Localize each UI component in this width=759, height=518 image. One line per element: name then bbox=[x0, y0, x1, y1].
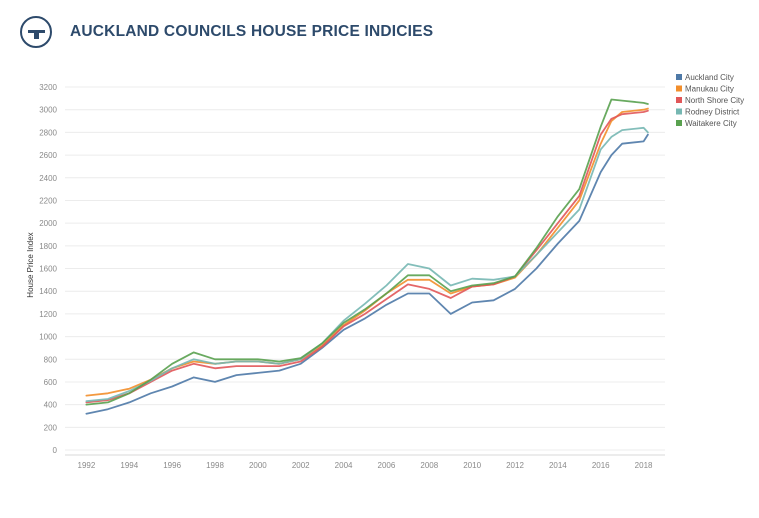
y-tick-label: 2200 bbox=[39, 196, 57, 205]
y-tick-label: 1600 bbox=[39, 265, 57, 274]
x-tick-label: 1994 bbox=[120, 461, 138, 470]
legend-label: Waitakere City bbox=[685, 119, 737, 128]
y-tick-label: 1400 bbox=[39, 287, 57, 296]
y-tick-label: 1200 bbox=[39, 310, 57, 319]
y-tick-label: 3000 bbox=[39, 106, 57, 115]
x-tick-label: 2014 bbox=[549, 461, 567, 470]
y-tick-label: 3200 bbox=[39, 83, 57, 92]
legend-swatch bbox=[676, 97, 682, 103]
table-logo-icon bbox=[20, 16, 52, 48]
y-tick-label: 400 bbox=[44, 401, 58, 410]
x-tick-label: 2008 bbox=[420, 461, 438, 470]
legend-label: Rodney District bbox=[685, 108, 740, 117]
y-tick-label: 1000 bbox=[39, 333, 57, 342]
x-tick-label: 1996 bbox=[163, 461, 181, 470]
legend-label: Manukau City bbox=[685, 85, 734, 94]
page-title: AUCKLAND COUNCILS HOUSE PRICE INDICIES bbox=[70, 23, 434, 40]
series-line-rodney-district bbox=[85, 126, 649, 403]
y-tick-label: 2400 bbox=[39, 174, 57, 183]
legend-swatch bbox=[676, 120, 682, 126]
y-tick-label: 2800 bbox=[39, 128, 57, 137]
x-tick-label: 2006 bbox=[378, 461, 396, 470]
x-tick-label: 2010 bbox=[463, 461, 481, 470]
header: AUCKLAND COUNCILS HOUSE PRICE INDICIES bbox=[20, 14, 433, 50]
x-tick-label: 2004 bbox=[335, 461, 353, 470]
legend-swatch bbox=[676, 85, 682, 92]
legend-swatch bbox=[676, 108, 682, 115]
y-tick-label: 1800 bbox=[39, 242, 57, 251]
series-line-auckland-city bbox=[85, 133, 649, 415]
x-tick-label: 2018 bbox=[635, 461, 653, 470]
x-tick-label: 2016 bbox=[592, 461, 610, 470]
x-tick-label: 2002 bbox=[292, 461, 310, 470]
x-tick-label: 1998 bbox=[206, 461, 224, 470]
y-tick-label: 200 bbox=[44, 423, 58, 432]
y-tick-label: 800 bbox=[44, 355, 58, 364]
y-tick-label: 2600 bbox=[39, 151, 57, 160]
y-tick-label: 600 bbox=[44, 378, 58, 387]
y-axis-label: House Price Index bbox=[26, 232, 35, 297]
x-tick-label: 1992 bbox=[78, 461, 96, 470]
legend-swatch bbox=[676, 74, 682, 80]
series-line-north-shore-city bbox=[85, 109, 649, 404]
x-tick-label: 2012 bbox=[506, 461, 524, 470]
y-tick-label: 0 bbox=[53, 446, 58, 455]
legend-label: Auckland City bbox=[685, 73, 734, 82]
series-line-manukau-city bbox=[85, 107, 649, 397]
series-line-waitakere-city bbox=[85, 98, 649, 406]
legend-label: North Shore City bbox=[685, 96, 744, 105]
y-tick-label: 2000 bbox=[39, 219, 57, 228]
x-tick-label: 2000 bbox=[249, 461, 267, 470]
